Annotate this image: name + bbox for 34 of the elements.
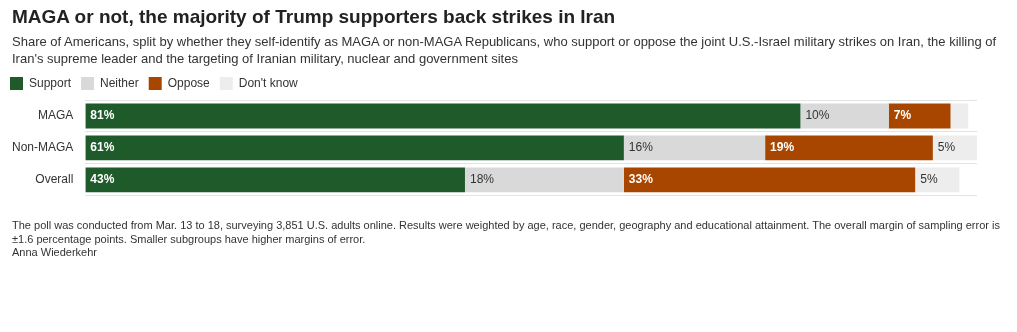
text: The poll was conducted from Mar. 13 to 18, surveying 3,851 U.S. adults online. Results were weighted by age, race, gender, geography and educational attainment. The overall margin of sampling error is ±1.6 percentage points. Smaller subgroups have higher margins of error. <box>12 219 1001 246</box>
y-tick-label: Non-MAGA <box>11 140 74 155</box>
legend-label: Don't know <box>238 75 299 90</box>
data-label: 81% <box>90 108 115 123</box>
chart-title: MAGA or not, the majority of Trump supporters back strikes in Iran <box>12 6 617 28</box>
chart-subtitle: Share of Americans, split by whether they self-identify as MAGA or non-MAGA Republicans, who support or oppose the joint U.S.-Israel military strikes on Iran, the killing of Iran's supreme leader and the targeting of Iranian military, nuclear and government sites <box>12 33 998 67</box>
bar <box>915 167 960 193</box>
bar <box>623 135 766 161</box>
data-label: 33% <box>628 172 654 187</box>
bar <box>950 103 969 129</box>
bar <box>932 135 977 161</box>
data-label: 7% <box>893 108 912 123</box>
bar <box>888 103 951 129</box>
bar <box>464 167 624 193</box>
text: Anna Wiederkehr <box>12 246 98 260</box>
legend-label: Oppose <box>167 75 211 90</box>
legend-label: Support <box>29 75 72 90</box>
bar <box>85 167 465 193</box>
bar <box>765 135 933 161</box>
bar <box>623 167 916 193</box>
legend-label: Neither <box>100 75 139 90</box>
y-tick-label: MAGA <box>38 108 74 123</box>
data-label: 5% <box>937 140 956 155</box>
data-label: 19% <box>770 140 795 155</box>
data-label: 18% <box>469 172 495 187</box>
bar <box>800 103 889 129</box>
data-label: 61% <box>90 140 115 155</box>
y-tick-label: Overall <box>35 172 74 187</box>
data-label: 10% <box>805 108 830 123</box>
data-label: 5% <box>920 172 938 187</box>
data-label: 16% <box>628 140 654 155</box>
data-label: 43% <box>90 172 115 187</box>
bar <box>85 135 624 161</box>
bar <box>85 103 801 129</box>
